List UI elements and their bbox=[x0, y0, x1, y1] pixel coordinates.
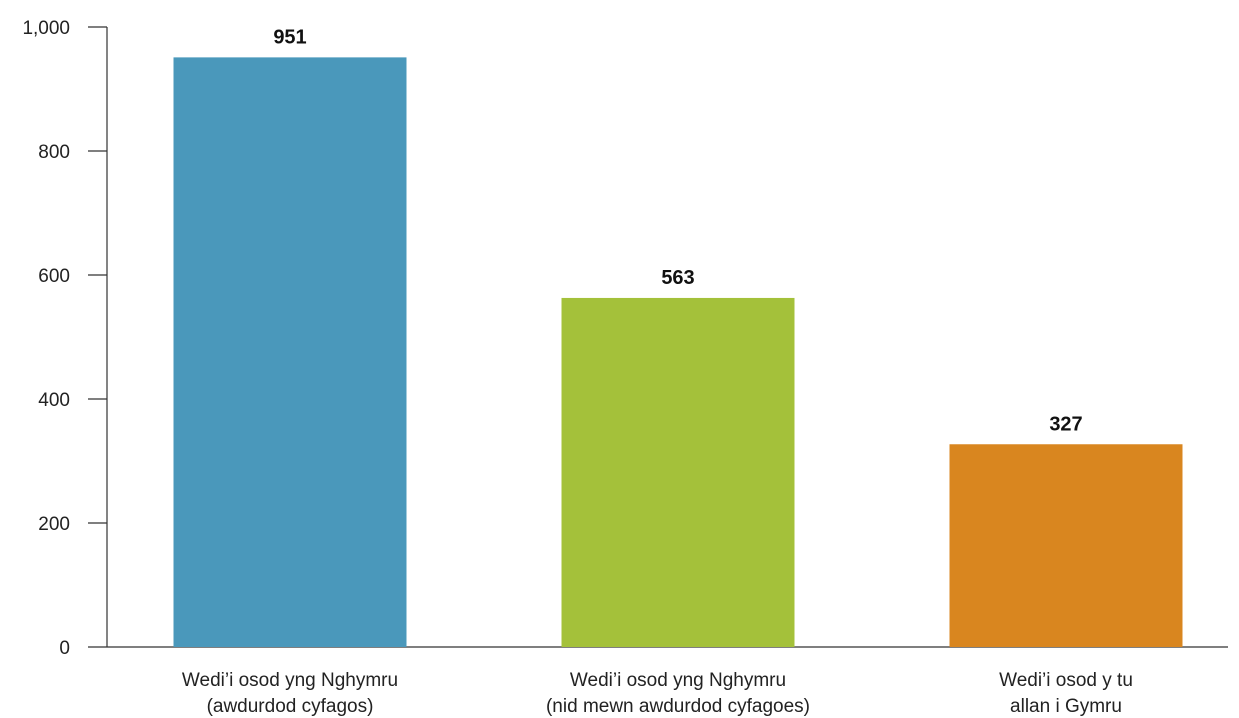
x-category-label-line: Wedi’i osod yng Nghymru bbox=[182, 670, 398, 691]
x-category-label: Wedi’i osod yng Nghymru (nid mewn awdurdo… bbox=[546, 670, 810, 717]
x-category-label-line: Wedi’i osod y tu bbox=[999, 670, 1133, 691]
bar-series bbox=[173, 57, 1183, 647]
x-category-label-line: (awdurdod cyfagos) bbox=[207, 696, 374, 717]
x-category-label-line: (nid mewn awdurdod cyfagoes) bbox=[546, 696, 810, 717]
y-axis-ticks: 0 200 400 600 800 1,000 bbox=[22, 18, 107, 659]
y-tick-label: 200 bbox=[38, 514, 70, 535]
y-tick-label: 0 bbox=[59, 638, 70, 659]
bar-value-label: 327 bbox=[1049, 413, 1082, 435]
bar-value-label: 563 bbox=[661, 267, 694, 289]
y-tick-label: 1,000 bbox=[22, 18, 70, 39]
y-tick-label: 600 bbox=[38, 266, 70, 287]
data-labels: 951 563 327 bbox=[273, 26, 1082, 435]
x-axis-category-labels: Wedi’i osod yng Nghymru (awdurdod cyfagos… bbox=[182, 670, 1133, 717]
x-category-label-line: allan i Gymru bbox=[1010, 696, 1122, 717]
x-category-label: Wedi’i osod y tu allan i Gymru bbox=[999, 670, 1133, 717]
x-category-label: Wedi’i osod yng Nghymru (awdurdod cyfagos… bbox=[182, 670, 398, 717]
x-category-label-line: Wedi’i osod yng Nghymru bbox=[570, 670, 786, 691]
bar bbox=[949, 444, 1183, 647]
bar bbox=[561, 297, 795, 647]
bar bbox=[173, 57, 407, 647]
bar-value-label: 951 bbox=[273, 26, 306, 48]
y-tick-label: 800 bbox=[38, 142, 70, 163]
y-tick-label: 400 bbox=[38, 390, 70, 411]
